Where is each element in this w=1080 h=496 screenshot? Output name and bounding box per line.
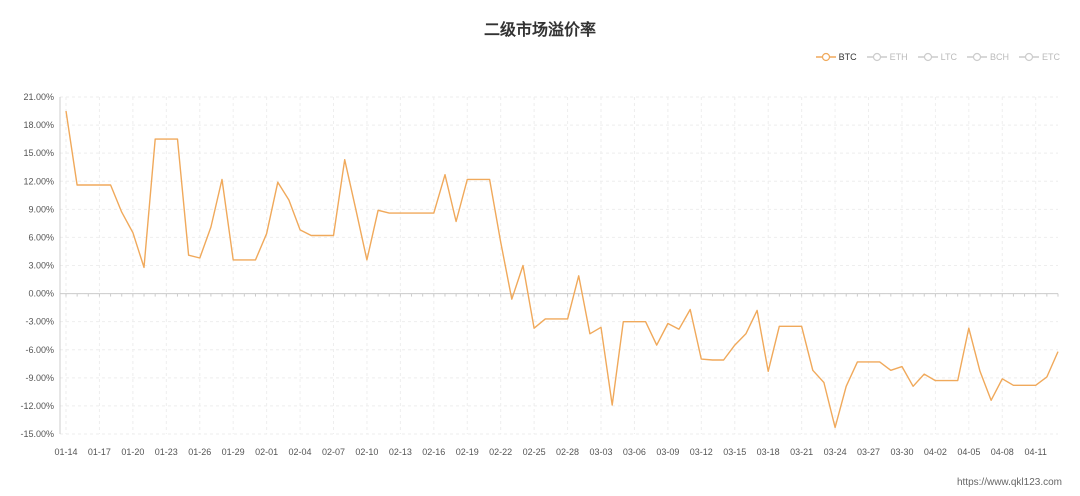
x-tick-label: 04-02 xyxy=(924,447,947,457)
legend-item-btc[interactable]: BTC xyxy=(815,52,857,62)
legend: BTC ETH LTC BCH ETC xyxy=(815,52,1060,62)
x-tick-label: 03-09 xyxy=(656,447,679,457)
x-tick-label: 03-21 xyxy=(790,447,813,457)
y-tick-label: 15.00% xyxy=(23,148,54,158)
legend-item-ltc[interactable]: LTC xyxy=(917,52,957,62)
x-tick-label: 01-29 xyxy=(222,447,245,457)
x-tick-label: 02-28 xyxy=(556,447,579,457)
x-tick-label: 02-19 xyxy=(456,447,479,457)
y-tick-label: -9.00% xyxy=(25,373,54,383)
y-tick-label: 21.00% xyxy=(23,92,54,102)
legend-item-etc[interactable]: ETC xyxy=(1019,52,1060,62)
series-line-btc xyxy=(65,110,1059,429)
x-tick-label: 04-11 xyxy=(1025,447,1047,457)
y-tick-label: -12.00% xyxy=(20,401,54,411)
y-tick-label: 18.00% xyxy=(23,120,54,130)
legend-label-ltc: LTC xyxy=(940,52,957,62)
x-tick-label: 02-25 xyxy=(523,447,546,457)
x-tick-label: 02-10 xyxy=(355,447,378,457)
y-tick-label: 3.00% xyxy=(28,261,54,271)
legend-label-btc: BTC xyxy=(838,52,857,62)
x-tick-label: 02-01 xyxy=(255,447,278,457)
x-tick-label: 01-17 xyxy=(88,447,111,457)
x-tick-label: 02-22 xyxy=(489,447,512,457)
x-tick-label: 03-18 xyxy=(757,447,780,457)
y-tick-label: 9.00% xyxy=(28,204,54,214)
x-tick-label: 01-20 xyxy=(121,447,144,457)
legend-item-eth[interactable]: ETH xyxy=(866,52,908,62)
legend-swatch-btc xyxy=(815,52,836,62)
legend-label-etc: ETC xyxy=(1042,52,1060,62)
y-tick-label: -15.00% xyxy=(20,429,54,439)
x-tick-label: 04-05 xyxy=(957,447,980,457)
chart-title: 二级市场溢价率 xyxy=(483,22,596,39)
legend-item-bch[interactable]: BCH xyxy=(966,52,1009,62)
x-tick-label: 03-12 xyxy=(690,447,713,457)
x-tick-label: 03-24 xyxy=(824,447,847,457)
legend-swatch-etc xyxy=(1019,52,1039,62)
x-tick-label: 03-06 xyxy=(623,447,646,457)
x-tick-label: 01-23 xyxy=(155,447,178,457)
legend-swatch-eth xyxy=(866,52,887,62)
y-tick-label: -3.00% xyxy=(25,317,54,327)
legend-label-bch: BCH xyxy=(989,52,1009,62)
x-tick-label: 03-15 xyxy=(723,447,746,457)
x-tick-label: 02-07 xyxy=(322,447,345,457)
y-tick-label: 0.00% xyxy=(28,289,54,299)
legend-swatch-bch xyxy=(966,52,987,62)
legend-swatch-ltc xyxy=(917,52,938,62)
x-tick-label: 03-03 xyxy=(589,447,612,457)
x-tick-label: 01-14 xyxy=(54,447,77,457)
x-tick-label: 01-26 xyxy=(188,447,211,457)
x-tick-label: 03-30 xyxy=(890,447,913,457)
y-tick-label: 12.00% xyxy=(23,176,54,186)
x-tick-label: 02-04 xyxy=(289,447,312,457)
x-tick-label: 03-27 xyxy=(857,447,880,457)
x-tick-label: 02-13 xyxy=(389,447,412,457)
y-tick-label: -6.00% xyxy=(25,345,54,355)
x-tick-label: 02-16 xyxy=(422,447,445,457)
watermark: https://www.qkl123.com xyxy=(956,477,1062,488)
legend-label-eth: ETH xyxy=(889,52,908,62)
y-tick-label: 6.00% xyxy=(28,232,54,242)
x-tick-label: 04-08 xyxy=(991,447,1014,457)
